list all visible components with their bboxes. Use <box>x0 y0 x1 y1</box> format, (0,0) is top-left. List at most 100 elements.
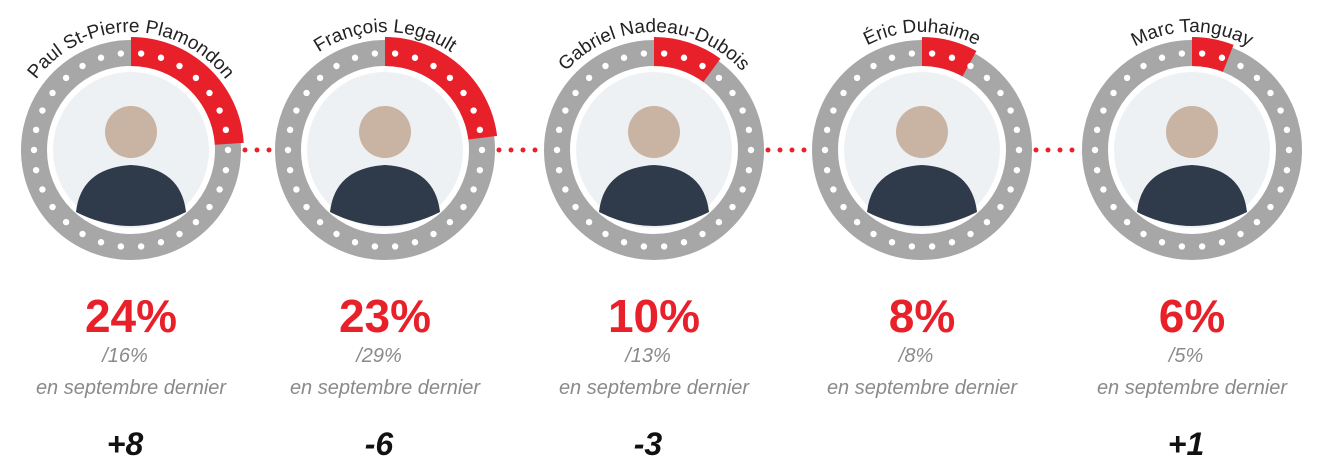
change-label: -3 <box>634 426 663 461</box>
ring-dot <box>1014 127 1020 133</box>
ring-dot <box>1100 186 1106 192</box>
ring-dot <box>216 107 222 113</box>
ring-dot <box>716 75 722 81</box>
ring-dot <box>681 239 687 245</box>
ring-dot <box>854 75 860 81</box>
ring-dot <box>621 239 627 245</box>
previous-label: /13% <box>623 345 671 367</box>
photo-head <box>896 106 948 158</box>
ring-dot <box>39 107 45 113</box>
ring-dot <box>746 167 752 173</box>
ring-dot <box>1007 107 1013 113</box>
ring-dot <box>460 204 466 210</box>
ring-dot <box>1277 107 1283 113</box>
ring-dot <box>287 127 293 133</box>
ring-dot <box>1267 204 1273 210</box>
ring-dot <box>1124 75 1130 81</box>
ring-dot <box>997 90 1003 96</box>
ring-dot <box>949 239 955 245</box>
ring-dot <box>641 50 647 56</box>
ring-dot <box>889 55 895 61</box>
ring-dot <box>372 243 378 249</box>
ring-dot <box>602 231 608 237</box>
ring-dot <box>824 167 830 173</box>
ring-dot <box>372 50 378 56</box>
ring-dot <box>223 167 229 173</box>
ring-dot <box>477 167 483 173</box>
ring-dot <box>206 204 212 210</box>
ring-dot <box>79 63 85 69</box>
ring-dot <box>1094 167 1100 173</box>
ring-dot <box>412 239 418 245</box>
ring-dot <box>1254 75 1260 81</box>
ring-dot <box>1100 107 1106 113</box>
ring-dot <box>138 243 144 249</box>
ring-dot <box>554 147 560 153</box>
ring-dot <box>1094 127 1100 133</box>
change-label: -6 <box>365 426 394 461</box>
ring-dot <box>303 90 309 96</box>
ring-dot <box>661 243 667 249</box>
ring-dot <box>176 231 182 237</box>
ring-dot <box>193 75 199 81</box>
ring-dot <box>98 55 104 61</box>
ring-dot <box>1277 186 1283 192</box>
previous-label: /16% <box>100 345 148 367</box>
ring-dot <box>830 107 836 113</box>
note: en septembre dernier <box>36 377 227 399</box>
ring-dot <box>824 127 830 133</box>
ring-dot <box>392 243 398 249</box>
ring-dot <box>412 55 418 61</box>
ring-dot <box>929 243 935 249</box>
ring-dot <box>586 75 592 81</box>
ring-dot <box>556 167 562 173</box>
ring-dot <box>49 90 55 96</box>
ring-dot <box>1237 63 1243 69</box>
ring-dot <box>840 90 846 96</box>
ring-dot <box>641 243 647 249</box>
change-label: +1 <box>1168 426 1204 461</box>
ring-dot <box>285 147 291 153</box>
ring-dot <box>870 63 876 69</box>
ring-dot <box>470 107 476 113</box>
ring-dot <box>840 204 846 210</box>
ring-dot <box>176 63 182 69</box>
ring-dot <box>681 55 687 61</box>
ring-dot <box>193 219 199 225</box>
photo-head <box>359 106 411 158</box>
value-label: 10% <box>608 290 700 342</box>
ring-dot <box>984 75 990 81</box>
ring-dot <box>333 63 339 69</box>
ring-dot <box>98 239 104 245</box>
photo-head <box>628 106 680 158</box>
ring-dot <box>967 231 973 237</box>
ring-dot <box>1267 90 1273 96</box>
ring-dot <box>621 55 627 61</box>
ring-dot <box>1014 167 1020 173</box>
ring-dot <box>1092 147 1098 153</box>
ring-dot <box>1179 50 1185 56</box>
ring-dot <box>1254 219 1260 225</box>
ring-dot <box>929 50 935 56</box>
ring-dot <box>118 243 124 249</box>
ring-dot <box>158 55 164 61</box>
ring-dot <box>79 231 85 237</box>
ring-dot <box>830 186 836 192</box>
ring-dot <box>63 75 69 81</box>
ring-dot <box>479 147 485 153</box>
ring-dot <box>1159 55 1165 61</box>
ring-dot <box>949 55 955 61</box>
value-label: 24% <box>85 290 177 342</box>
ring-dot <box>1007 186 1013 192</box>
ring-dot <box>460 90 466 96</box>
ring-dot <box>586 219 592 225</box>
ring-dot <box>1124 219 1130 225</box>
ring-dot <box>729 204 735 210</box>
ring-dot <box>352 55 358 61</box>
ring-dot <box>477 127 483 133</box>
ring-dot <box>118 50 124 56</box>
infographic: Paul St-Pierre Plamondon24%/16%en septem… <box>0 0 1320 461</box>
ring-dot <box>1219 239 1225 245</box>
ring-dot <box>984 219 990 225</box>
ring-dot <box>31 147 37 153</box>
